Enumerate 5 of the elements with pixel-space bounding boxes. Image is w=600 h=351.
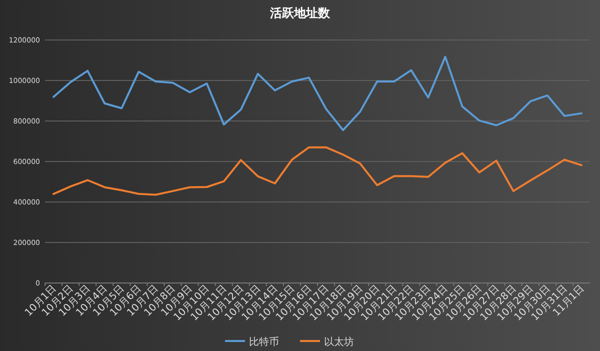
line-series — [52, 56, 582, 132]
chart-title: 活跃地址数 — [269, 6, 331, 20]
line-series — [52, 146, 582, 196]
legend-label: 以太坊 — [324, 336, 354, 348]
legend-label: 比特币 — [249, 336, 279, 348]
